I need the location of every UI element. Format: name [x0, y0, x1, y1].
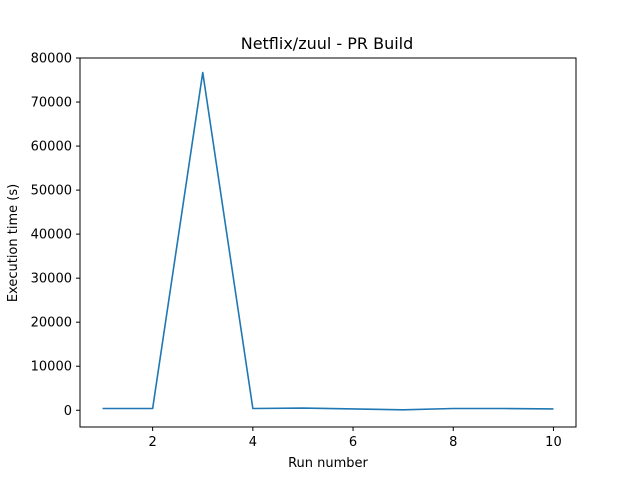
y-axis-label: Execution time (s)	[6, 184, 21, 302]
y-tick-label: 30000	[31, 272, 72, 287]
y-tick-label: 70000	[31, 96, 72, 111]
chart-title: Netflix/zuul - PR Build	[241, 34, 414, 53]
x-tick-label: 2	[149, 435, 157, 450]
series-line	[102, 71, 554, 411]
y-tick-label: 50000	[31, 184, 72, 199]
y-tick-label: 80000	[31, 52, 72, 67]
y-axis-ticks: 0 10000 20000 30000 40000 50000 60000 70000 8000…	[31, 52, 80, 419]
x-tick-label: 8	[449, 435, 457, 450]
x-axis-ticks: 2 4 6 8 10	[149, 427, 562, 450]
y-tick-label: 0	[64, 404, 72, 419]
y-tick-label: 10000	[31, 360, 72, 375]
x-tick-label: 10	[545, 435, 562, 450]
y-tick-label: 40000	[31, 228, 72, 243]
x-tick-label: 4	[249, 435, 257, 450]
y-tick-label: 60000	[31, 140, 72, 155]
plot-frame	[79, 57, 577, 428]
y-tick-label: 20000	[31, 316, 72, 331]
plot-area	[102, 71, 554, 411]
x-tick-label: 6	[349, 435, 357, 450]
x-axis-label: Run number	[288, 456, 368, 471]
